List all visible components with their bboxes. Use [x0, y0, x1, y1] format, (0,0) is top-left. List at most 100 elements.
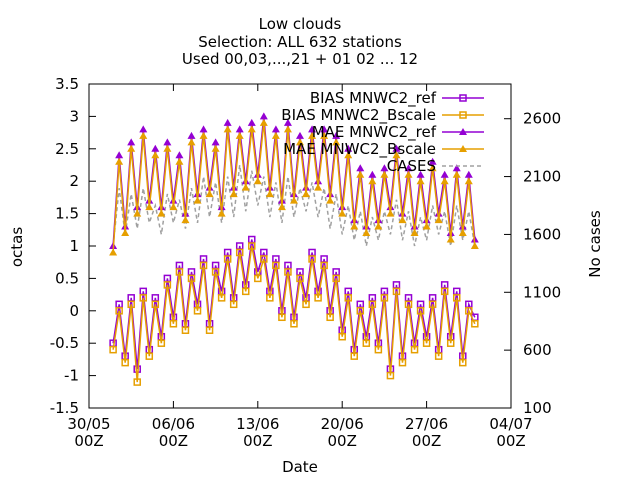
- data-point-bias-mnwc2-bscale: [416, 307, 425, 315]
- x-tick-label-time: 00Z: [74, 432, 103, 450]
- chart-title-line-3: Used 00,03,...,21 + 01 02 ... 12: [181, 50, 419, 68]
- series-layer: [109, 112, 479, 386]
- y-tick-label: 3.5: [55, 75, 79, 93]
- data-point-mae-mnwc2-bscale: [127, 144, 136, 152]
- data-point-mae-mnwc2-bscale: [241, 183, 250, 191]
- data-point-mae-mnwc2-bscale: [277, 203, 286, 211]
- chart-title-line-1: Low clouds: [258, 15, 342, 33]
- y2-tick-label: 100: [523, 399, 552, 417]
- data-point-bias-mnwc2-bscale: [392, 287, 401, 296]
- data-point-mae-mnwc2-bscale: [217, 209, 226, 217]
- data-point-bias-mnwc2-bscale: [374, 345, 383, 354]
- data-point-mae-mnwc2-bscale: [133, 209, 142, 217]
- data-point-bias-mnwc2-bscale: [440, 287, 449, 296]
- data-point-mae-mnwc2-ref: [271, 125, 280, 133]
- data-point-bias-mnwc2-bscale: [272, 261, 280, 270]
- y-tick-label: -1.5: [50, 399, 79, 417]
- data-point-bias-mnwc2-bscale: [266, 294, 274, 302]
- data-point-bias-mnwc2-bscale: [344, 294, 352, 302]
- data-point-mae-mnwc2-ref: [223, 118, 232, 126]
- data-point-mae-mnwc2-ref: [247, 118, 256, 126]
- data-point-mae-mnwc2-ref: [392, 144, 401, 152]
- data-point-bias-mnwc2-bscale: [422, 339, 431, 347]
- y-tick-label: -1: [64, 367, 79, 385]
- data-point-mae-mnwc2-ref: [235, 125, 244, 133]
- legend-label-mae-mnwc2-ref: MAE MNWC2_ref: [312, 123, 437, 142]
- data-point-bias-mnwc2-bscale: [368, 300, 377, 309]
- x-tick-label-time: 00Z: [328, 432, 357, 450]
- data-point-mae-mnwc2-bscale: [332, 138, 341, 146]
- data-point-mae-mnwc2-bscale: [289, 196, 298, 204]
- y-tick-label: 1.5: [55, 205, 79, 223]
- data-point-mae-mnwc2-bscale: [464, 177, 473, 185]
- data-point-bias-mnwc2-bscale: [302, 300, 310, 309]
- data-point-mae-mnwc2-bscale: [163, 144, 172, 152]
- y-tick-label: 3: [69, 107, 79, 125]
- axes-layer: -1.5 -1 -0.5 0 0.5 1 1.5 2 2.5 3 3.5 100 600 1100 1600…: [50, 75, 561, 450]
- data-point-mae-mnwc2-bscale: [169, 203, 178, 211]
- data-point-bias-mnwc2-bscale: [121, 358, 129, 367]
- data-point-bias-mnwc2-bscale: [235, 248, 244, 257]
- data-point-mae-mnwc2-bscale: [223, 125, 232, 133]
- x-tick-label-time: 00Z: [243, 432, 272, 450]
- x-tick-label: 04/07: [489, 415, 532, 433]
- data-point-bias-mnwc2-bscale: [181, 326, 190, 334]
- data-point-bias-mnwc2-bscale: [115, 307, 123, 315]
- series-line-bias-mnwc2-bscale: [112, 245, 476, 383]
- data-point-mae-mnwc2-bscale: [265, 190, 274, 198]
- data-point-mae-mnwc2-bscale: [410, 229, 419, 237]
- y-tick-label: 1: [69, 237, 79, 255]
- y2-axis-label: No cases: [586, 210, 604, 278]
- data-point-bias-mnwc2-bscale: [211, 268, 220, 276]
- data-point-mae-mnwc2-ref: [296, 131, 304, 139]
- data-point-mae-mnwc2-bscale: [344, 151, 353, 159]
- data-point-bias-mnwc2-bscale: [127, 300, 135, 309]
- data-point-mae-mnwc2-bscale: [115, 157, 124, 165]
- x-tick-label-time: 00Z: [412, 432, 441, 450]
- data-point-bias-mnwc2-bscale: [229, 300, 238, 309]
- series-line-bias-mnwc2-ref: [112, 239, 476, 370]
- data-point-mae-mnwc2-bscale: [145, 203, 154, 211]
- x-axis-label: Date: [282, 458, 318, 476]
- data-point-mae-mnwc2-ref: [368, 170, 377, 178]
- x-tick-label: 27/06: [405, 415, 448, 433]
- data-point-bias-mnwc2-bscale: [217, 294, 226, 302]
- data-point-mae-mnwc2-ref: [332, 131, 341, 139]
- data-point-mae-mnwc2-bscale: [229, 190, 238, 198]
- data-point-bias-mnwc2-bscale: [398, 358, 407, 367]
- data-point-mae-mnwc2-bscale: [470, 242, 479, 249]
- x-tick-label: 20/06: [321, 415, 364, 433]
- data-point-bias-mnwc2-bscale: [320, 261, 328, 270]
- y2-tick-label: 600: [523, 341, 552, 359]
- chart-title-line-2: Selection: ALL 632 stations: [198, 33, 402, 51]
- data-point-mae-mnwc2-ref: [175, 151, 184, 159]
- data-point-mae-mnwc2-ref: [452, 164, 461, 172]
- legend-label-bias-mnwc2-ref: BIAS MNWC2_ref: [310, 89, 437, 108]
- data-point-mae-mnwc2-bscale: [199, 131, 208, 139]
- data-point-bias-mnwc2-bscale: [205, 326, 214, 334]
- data-point-bias-mnwc2-bscale: [459, 358, 467, 367]
- y-tick-label: 0: [69, 302, 79, 320]
- data-point-mae-mnwc2-ref: [163, 138, 172, 146]
- data-point-mae-mnwc2-ref: [404, 164, 413, 172]
- legend-marker-mae-mnwc2-bscale: [459, 145, 467, 152]
- data-point-mae-mnwc2-ref: [380, 164, 389, 172]
- data-point-bias-mnwc2-bscale: [139, 294, 148, 302]
- legend-label-mae-mnwc2-bscale: MAE MNWC2_Bscale: [283, 140, 436, 159]
- data-point-bias-mnwc2-bscale: [260, 255, 268, 263]
- data-point-mae-mnwc2-bscale: [296, 138, 304, 146]
- x-tick-label: 30/05: [67, 415, 110, 433]
- data-point-mae-mnwc2-bscale: [247, 125, 256, 133]
- data-point-mae-mnwc2-bscale: [380, 170, 389, 178]
- y-tick-label: 2: [69, 172, 79, 190]
- data-point-mae-mnwc2-bscale: [392, 151, 401, 159]
- data-point-mae-mnwc2-bscale: [374, 222, 383, 230]
- legend-label-bias-mnwc2-bscale: BIAS MNWC2_Bscale: [281, 106, 436, 125]
- data-point-mae-mnwc2-ref: [308, 125, 317, 133]
- data-point-bias-mnwc2-bscale: [452, 294, 461, 302]
- data-point-bias-mnwc2-bscale: [157, 339, 166, 347]
- x-tick-label-time: 00Z: [159, 432, 188, 450]
- data-point-bias-mnwc2-bscale: [290, 320, 298, 328]
- data-point-mae-mnwc2-bscale: [157, 209, 166, 217]
- data-point-mae-mnwc2-bscale: [368, 177, 377, 185]
